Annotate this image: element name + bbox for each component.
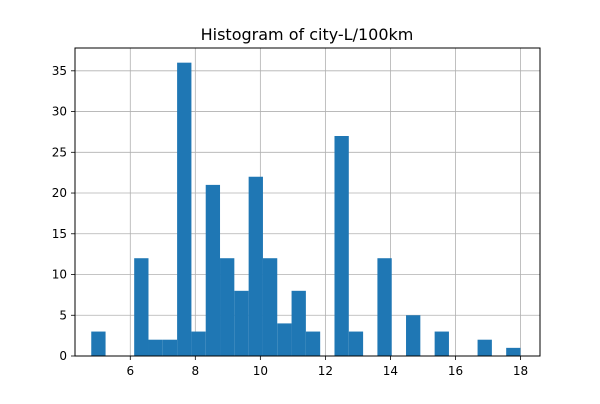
histogram-bar	[234, 290, 249, 356]
histogram-bar	[305, 331, 321, 356]
histogram-bar	[277, 323, 292, 356]
bars-layer	[91, 62, 521, 357]
chart-title: Histogram of city-L/100km	[201, 25, 414, 44]
histogram-bar	[434, 331, 449, 356]
x-tick-label: 12	[318, 364, 333, 378]
histogram-bar	[148, 339, 163, 356]
x-tick-label: 16	[448, 364, 463, 378]
plot-frame	[74, 47, 541, 357]
y-tick-label: 30	[52, 105, 67, 119]
y-tick-label: 20	[52, 186, 67, 200]
histogram-bar	[205, 184, 221, 356]
axes-layer	[74, 47, 541, 357]
ticks-layer: 6 8 10 12 14 16 18 0 5 10 15 20 25 30 35	[52, 64, 528, 378]
histogram-bar	[334, 136, 349, 356]
y-tick-label: 0	[59, 349, 67, 363]
histogram-bar	[406, 315, 421, 356]
x-tick-label: 10	[253, 364, 268, 378]
histogram-bar	[220, 258, 235, 356]
y-tick-label: 25	[52, 145, 67, 159]
y-tick-label: 5	[59, 308, 67, 322]
x-tick-label: 8	[191, 364, 199, 378]
histogram-bar	[91, 331, 106, 356]
histogram-bar	[348, 331, 364, 356]
histogram-bar	[506, 347, 521, 356]
histogram-bar	[162, 339, 178, 356]
y-tick-label: 15	[52, 227, 67, 241]
histogram-bar	[377, 258, 392, 356]
histogram-bar	[262, 258, 278, 356]
y-tick-label: 10	[52, 268, 67, 282]
histogram-bar	[248, 176, 263, 356]
histogram-bar	[177, 62, 192, 357]
x-tick-label: 6	[126, 364, 134, 378]
grid-layer	[75, 48, 540, 357]
histogram-bar	[291, 290, 306, 356]
histogram-bar	[477, 339, 492, 356]
y-tick-label: 35	[52, 64, 67, 78]
x-tick-label: 14	[383, 364, 398, 378]
x-tick-label: 18	[513, 364, 528, 378]
histogram-bar	[134, 258, 149, 356]
histogram-bar	[191, 331, 206, 356]
